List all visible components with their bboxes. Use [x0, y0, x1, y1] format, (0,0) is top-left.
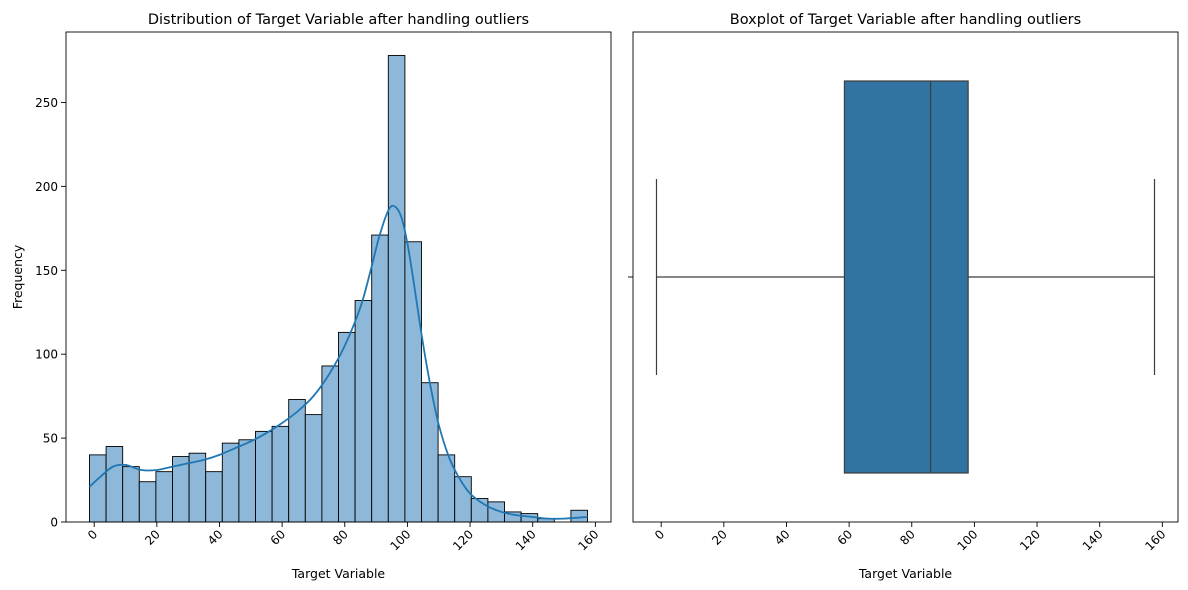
histogram-y-tick-label: 200 — [35, 180, 58, 194]
boxplot-shapes — [655, 80, 1156, 474]
boxplot-x-tick-label: 120 — [1017, 527, 1043, 553]
histogram-plot-frame — [65, 31, 612, 523]
boxplot-x-tick-label: 60 — [835, 527, 856, 548]
histogram-x-tick-label: 160 — [575, 527, 601, 553]
histogram-y-tick-label: 250 — [35, 96, 58, 110]
histogram-x-ticks: 0 20 40 60 80 100 120 140 160 — [85, 522, 601, 553]
histogram-bar — [205, 471, 223, 523]
boxplot-x-tick-label: 20 — [709, 527, 730, 548]
histogram-bar — [387, 55, 406, 523]
histogram-x-tick-label: 0 — [85, 527, 100, 542]
histogram-title: Distribution of Target Variable after ha… — [148, 12, 529, 28]
histogram-bar — [371, 234, 389, 523]
histogram-bar — [321, 365, 339, 523]
histogram-bar — [354, 300, 373, 523]
boxplot-x-tick-label: 100 — [954, 527, 980, 553]
histogram-x-tick-label: 60 — [268, 527, 289, 548]
histogram-bar — [221, 442, 240, 523]
histogram-y-tick-label: 100 — [35, 348, 58, 362]
kde-curve — [88, 204, 588, 520]
histogram-y-tick-label: 50 — [43, 432, 58, 446]
boxplot-x-ticks: 0 20 40 60 80 100 120 140 160 — [652, 522, 1168, 553]
boxplot-x-tick-label: 40 — [772, 527, 793, 548]
histogram-bar — [155, 471, 173, 523]
histogram-x-tick-label: 40 — [205, 527, 226, 548]
histogram-bar — [138, 481, 157, 523]
histogram-x-tick-label: 80 — [330, 527, 351, 548]
histogram-x-tick-label: 100 — [387, 527, 413, 553]
histogram-bar — [304, 414, 323, 523]
histogram-y-ticks: 0 50 100 150 200 250 — [35, 96, 66, 530]
histogram-bar — [238, 439, 256, 523]
histogram-bar — [288, 399, 306, 523]
histogram-y-tick-label: 150 — [35, 264, 58, 278]
histogram-panel: Distribution of Target Variable after ha… — [10, 12, 612, 581]
histogram-bar — [421, 382, 439, 523]
histogram-bar — [122, 466, 140, 523]
histogram-bars — [89, 55, 588, 523]
histogram-bar — [89, 454, 107, 523]
boxplot-panel: Boxplot of Target Variable after handlin… — [628, 12, 1179, 581]
histogram-y-axis-label: Frequency — [10, 244, 25, 309]
histogram-bar — [338, 331, 356, 523]
histogram-x-axis-label: Target Variable — [291, 566, 386, 581]
histogram-x-tick-label: 20 — [142, 527, 163, 548]
boxplot-x-tick-label: 140 — [1080, 527, 1106, 553]
histogram-x-tick-label: 140 — [513, 527, 539, 553]
histogram-bar — [271, 425, 290, 523]
boxplot-box — [843, 80, 969, 474]
boxplot-title: Boxplot of Target Variable after handlin… — [730, 12, 1081, 28]
boxplot-x-tick-label: 80 — [897, 527, 918, 548]
boxplot-x-tick-label: 160 — [1142, 527, 1168, 553]
histogram-x-tick-label: 120 — [450, 527, 476, 553]
boxplot-x-tick-label: 0 — [652, 527, 667, 542]
boxplot-x-axis-label: Target Variable — [858, 566, 953, 581]
histogram-y-tick-label: 0 — [50, 516, 58, 530]
histogram-bar — [188, 452, 207, 523]
histogram-bar — [255, 430, 273, 523]
histogram-bar — [570, 509, 588, 523]
histogram-bar — [105, 446, 124, 523]
